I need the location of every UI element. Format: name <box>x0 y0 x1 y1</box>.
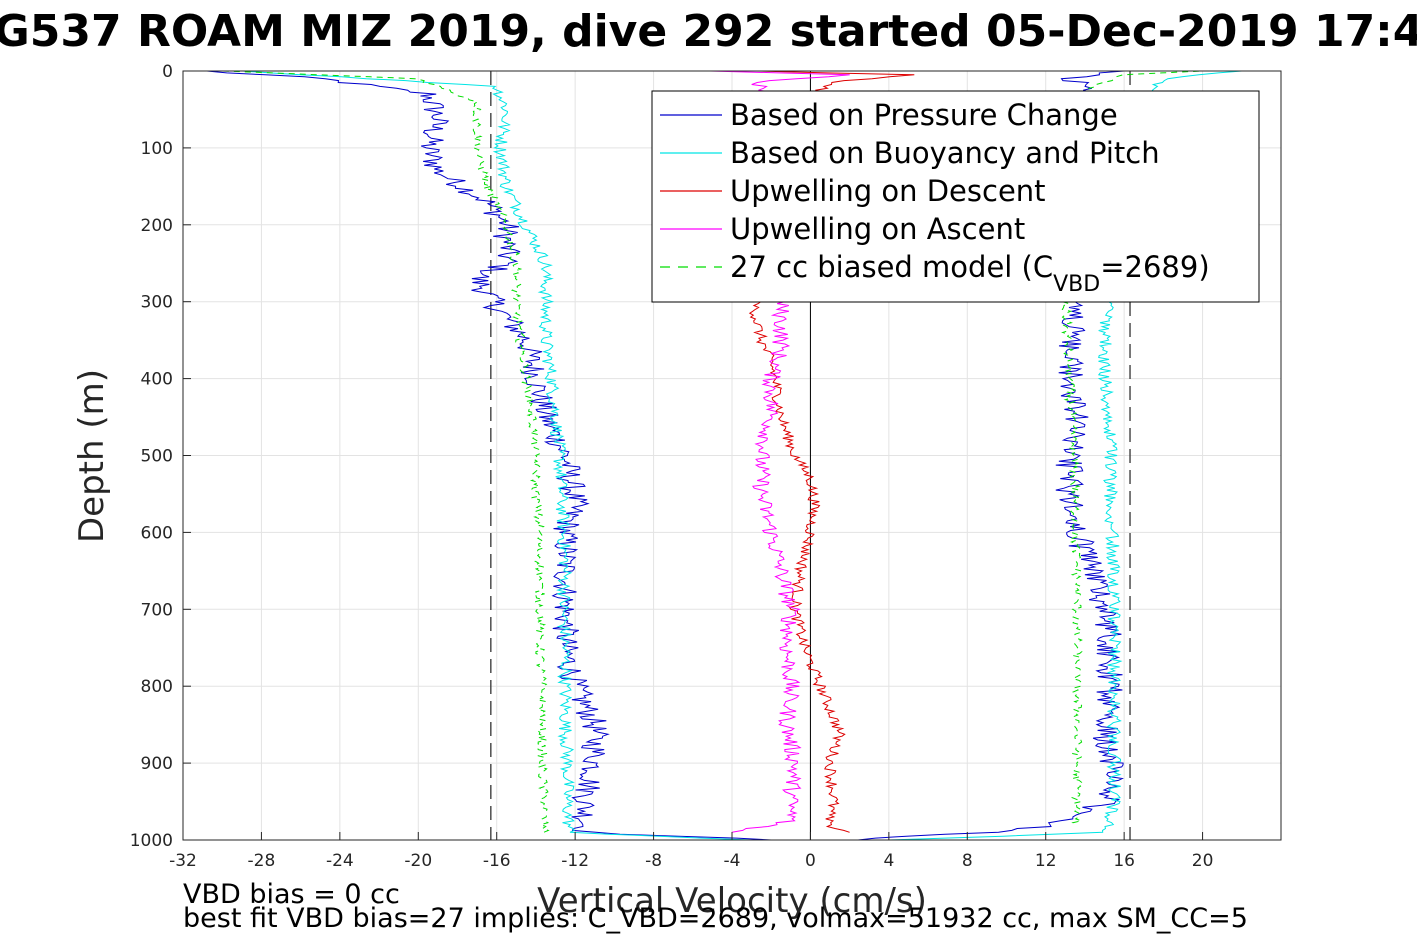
series-line-descent <box>756 70 915 95</box>
x-tick-label: -24 <box>326 851 354 871</box>
series-line-ascent <box>731 301 802 833</box>
y-tick-label: 0 <box>162 62 173 82</box>
x-tick-label: -8 <box>645 851 662 871</box>
legend-text-suffix: =2689) <box>1100 250 1209 284</box>
legend-label-model: 27 cc biased model (CVBD=2689) <box>730 250 1210 297</box>
legend-text-main: Upwelling on Ascent <box>730 212 1025 246</box>
series-line-buoyancy <box>888 301 1123 841</box>
legend-text-main: Based on Pressure Change <box>730 98 1118 132</box>
y-axis-label: Depth (m) <box>72 369 112 543</box>
y-tick-label: 700 <box>141 600 173 620</box>
legend-text-main: Based on Buoyancy and Pitch <box>730 136 1160 170</box>
x-tick-label: 12 <box>1035 851 1057 871</box>
legend-label-ascent: Upwelling on Ascent <box>730 212 1025 246</box>
x-tick-label: 8 <box>962 851 973 871</box>
legend: Based on Pressure Change Based on Buoyanc… <box>651 90 1260 303</box>
y-tick-label: 200 <box>141 216 173 236</box>
x-tick-label: -20 <box>404 851 432 871</box>
x-tick-label: 20 <box>1192 851 1214 871</box>
series-line-descent <box>748 301 850 833</box>
x-tick-label: 16 <box>1113 851 1135 871</box>
best-fit-text: best fit VBD bias=27 implies: C_VBD=2689… <box>183 903 1248 934</box>
y-tick-label: 1000 <box>130 831 173 851</box>
x-tick-label: -28 <box>248 851 276 871</box>
x-tick-label: -16 <box>483 851 511 871</box>
series-line-pressure <box>206 70 772 841</box>
legend-box <box>651 90 1260 303</box>
series-line-ascent <box>710 70 850 95</box>
y-tick-label: 400 <box>141 370 173 390</box>
y-tick-label: 500 <box>141 447 173 467</box>
vbd-bias-text: VBD bias = 0 cc <box>183 879 400 910</box>
y-tick-label: 900 <box>141 754 173 774</box>
y-tick-label: 300 <box>141 293 173 313</box>
series-line-pressure <box>857 301 1124 841</box>
x-tick-label: -12 <box>561 851 589 871</box>
x-tick-label: 4 <box>883 851 894 871</box>
legend-label-pressure: Based on Pressure Change <box>730 98 1118 132</box>
y-tick-label: 100 <box>141 139 173 159</box>
x-axis-label: Vertical Velocity (cm/s) <box>537 881 927 921</box>
series-line-model <box>222 70 550 833</box>
chart-title: SG537 ROAM MIZ 2019, dive 292 started 05… <box>0 6 1417 57</box>
legend-subscript: VBD <box>1053 272 1100 297</box>
legend-label-descent: Upwelling on Descent <box>730 174 1046 208</box>
x-tick-label: -32 <box>169 851 197 871</box>
legend-text-main: Upwelling on Descent <box>730 174 1046 208</box>
y-tick-label: 600 <box>141 523 173 543</box>
x-tick-label: -4 <box>724 851 741 871</box>
x-tick-label: 0 <box>805 851 816 871</box>
series-line-model <box>1061 301 1084 826</box>
legend-text-main: 27 cc biased model (C <box>730 250 1053 284</box>
series-line-buoyancy <box>242 70 752 841</box>
y-tick-label: 800 <box>141 677 173 697</box>
axis-ticks: -32 -28 -24 -20 -16 -12 -8 -4 0 4 8 12 16 20010020030… <box>130 62 1214 871</box>
legend-label-buoyancy: Based on Buoyancy and Pitch <box>730 136 1160 170</box>
